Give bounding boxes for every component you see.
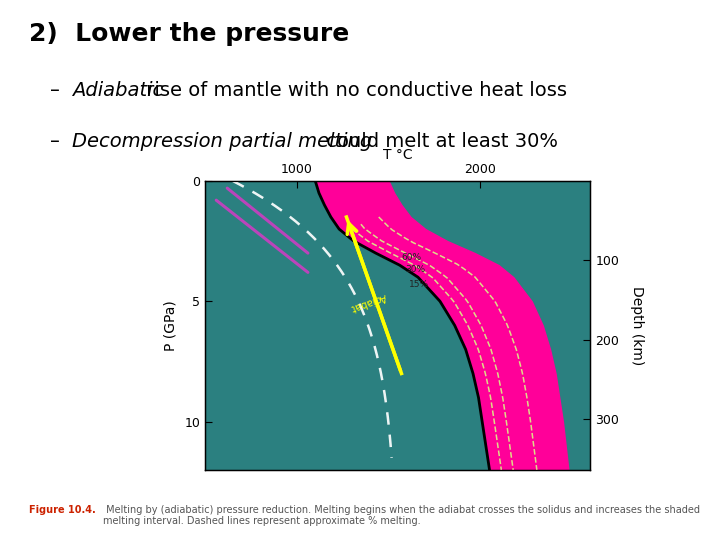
Text: Melting by (adiabatic) pressure reduction. Melting begins when the adiabat cross: Melting by (adiabatic) pressure reductio… [103, 505, 700, 526]
Y-axis label: Depth (km): Depth (km) [630, 286, 644, 365]
Text: Figure 10.4.: Figure 10.4. [29, 505, 96, 515]
Text: –: – [50, 81, 66, 100]
Text: Adiabat: Adiabat [349, 292, 388, 313]
Text: rise of mantle with no conductive heat loss: rise of mantle with no conductive heat l… [140, 81, 567, 100]
Text: 30%: 30% [405, 265, 426, 274]
Text: –: – [50, 132, 66, 151]
X-axis label: T °C: T °C [383, 148, 413, 162]
Text: 2)  Lower the pressure: 2) Lower the pressure [29, 22, 349, 45]
Text: could melt at least 30%: could melt at least 30% [320, 132, 559, 151]
Y-axis label: P (GPa): P (GPa) [163, 300, 178, 350]
Text: 15%: 15% [409, 280, 429, 288]
Text: 60%: 60% [402, 253, 422, 262]
Text: Decompression partial melting: Decompression partial melting [72, 132, 372, 151]
Text: Adiabatic: Adiabatic [72, 81, 163, 100]
